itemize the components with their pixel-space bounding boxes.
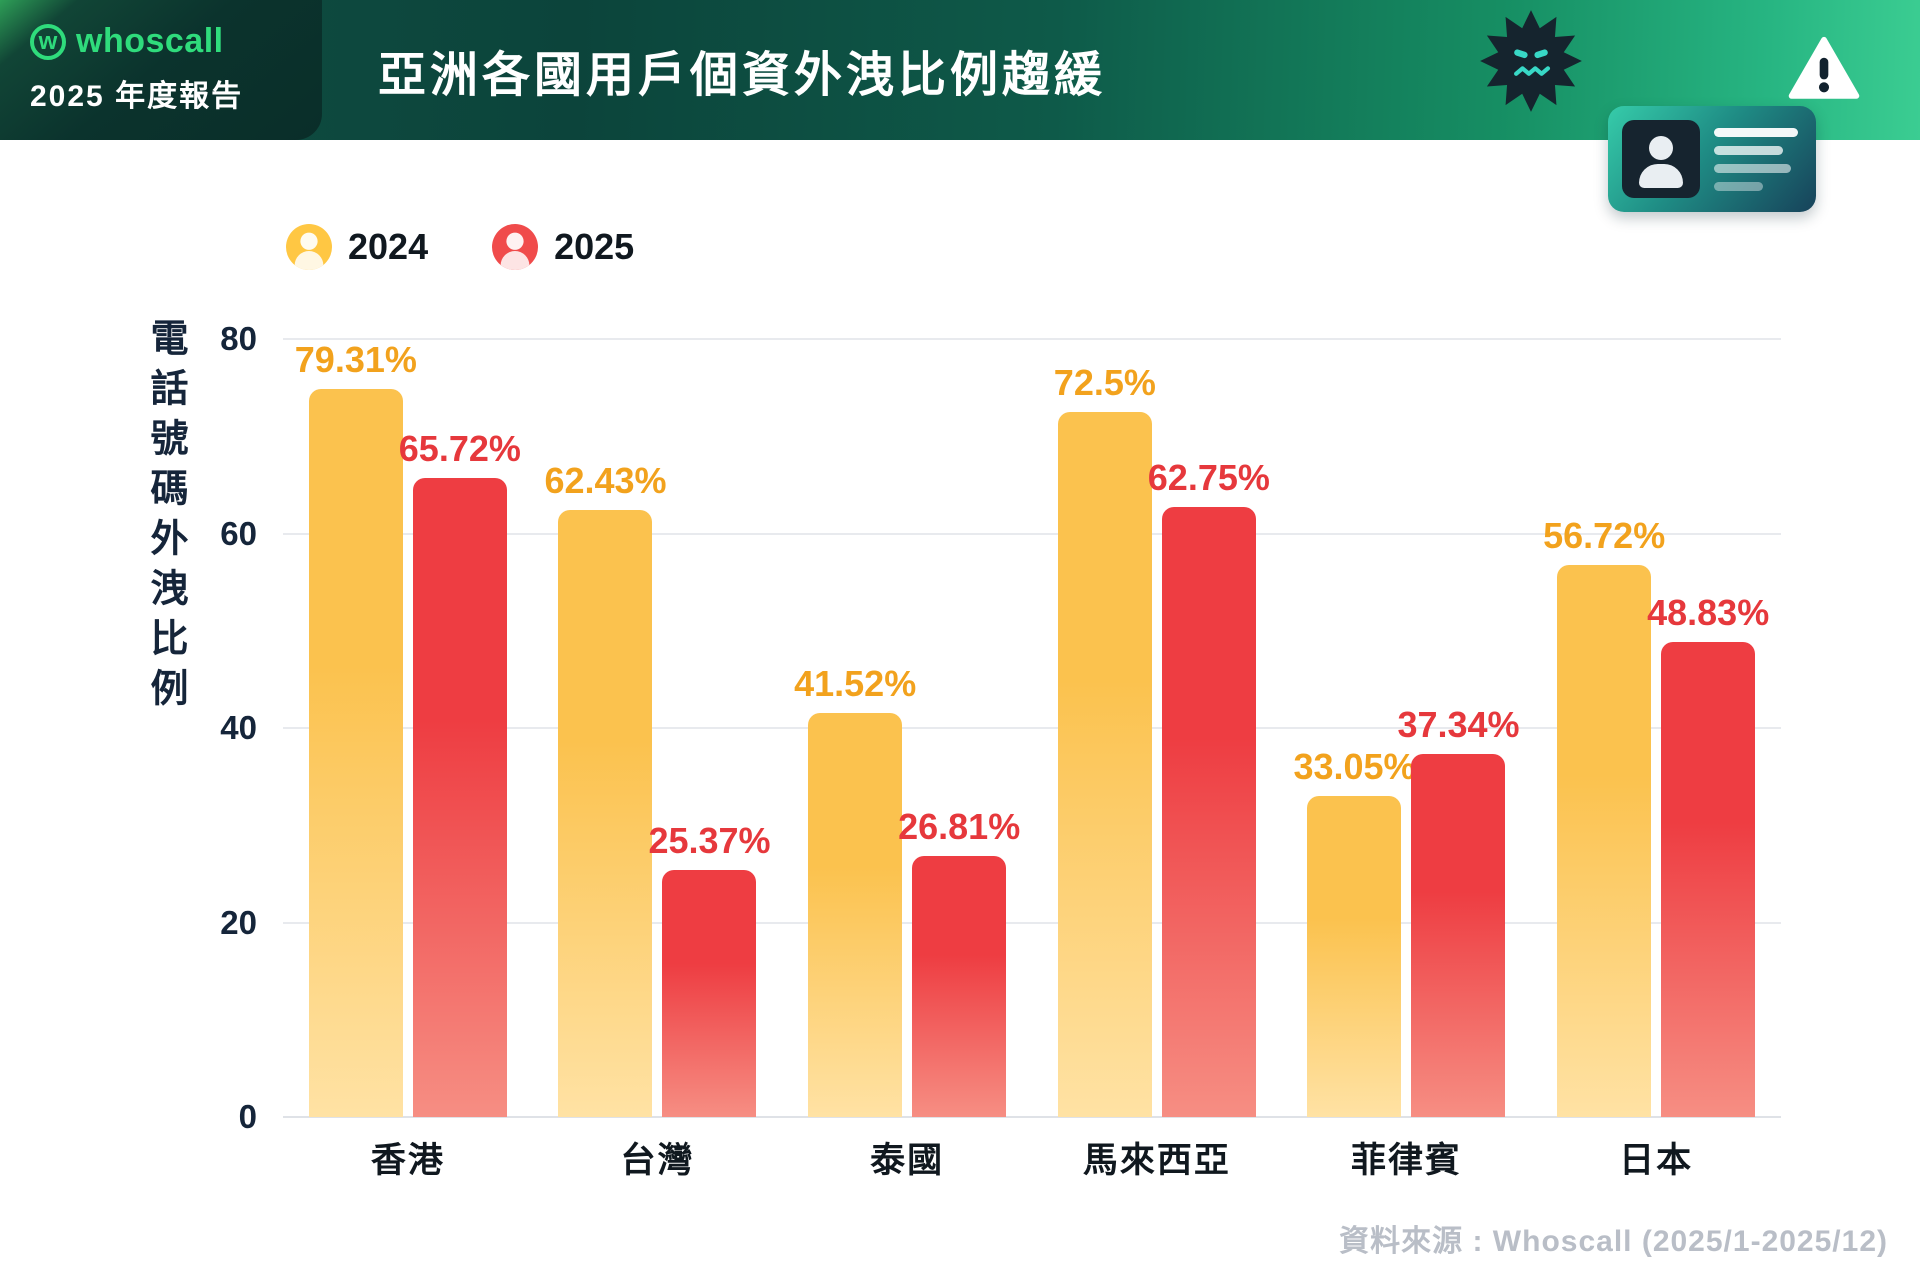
value-label-2025-台灣: 25.37% (648, 820, 771, 862)
value-label-2024-香港: 79.31% (294, 339, 417, 380)
bar-wrap-2025-日本: 48.83% (1647, 339, 1769, 1117)
legend-label: 2024 (348, 226, 429, 267)
category-label-台灣: 台灣 (620, 1141, 695, 1180)
gridline-60 (283, 532, 1781, 535)
brand-name: whoscall (76, 22, 224, 60)
y-tick-60: 60 (220, 514, 257, 552)
bar-wrap-2024-菲律賓: 33.05% (1293, 339, 1416, 1117)
header: w whoscall 2025 年度報告 亞洲各國用戶個資外洩比例趨緩 (0, 0, 1920, 212)
bar-2025-日本 (1661, 642, 1756, 1117)
category-label-香港: 香港 (370, 1141, 445, 1180)
bar-2024-泰國 (808, 713, 903, 1117)
gridline-40 (283, 727, 1781, 729)
value-label-2024-日本: 56.72% (1543, 515, 1666, 557)
category-label-日本: 日本 (1619, 1141, 1694, 1180)
bar-2024-香港 (308, 389, 403, 1117)
bar-wrap-2024-香港: 79.31% (295, 339, 417, 1117)
whoscall-logo: w whoscall (30, 22, 322, 61)
category-label-馬來西亞: 馬來西亞 (1082, 1141, 1231, 1180)
value-label-2024-菲律賓: 33.05% (1293, 745, 1416, 787)
plot-area: 0 20 40 60 80 79.31% 65.72% 香港 62.43% 25.37% 台灣 41.… (220, 320, 1781, 1180)
bar-wrap-2025-台灣: 25.37% (648, 339, 771, 1117)
bar-group-菲律賓: 33.05% 37.34% 菲律賓 (1282, 339, 1532, 1180)
virus-icon (1480, 10, 1582, 112)
y-axis-title: 電話號碼外洩比例 (144, 318, 186, 718)
bar-2024-日本 (1557, 565, 1652, 1117)
bar-wrap-2024-馬來西亞: 72.5% (1054, 339, 1156, 1117)
id-card-avatar-icon (1622, 120, 1700, 198)
legend: 2024 2025 (286, 224, 634, 270)
y-tick-80: 80 (220, 320, 257, 357)
bar-2025-香港 (412, 477, 507, 1117)
brand-box: w whoscall 2025 年度報告 (0, 0, 322, 140)
gridline-80 (283, 338, 1781, 340)
bar-wrap-2025-泰國: 26.81% (898, 339, 1020, 1117)
value-label-2025-菲律賓: 37.34% (1397, 703, 1520, 745)
legend-label: 2025 (554, 226, 635, 267)
value-label-2024-泰國: 41.52% (794, 663, 917, 705)
report-label: 2025 年度報告 (30, 80, 244, 113)
page-title: 亞洲各國用戶個資外洩比例趨緩 (378, 49, 1107, 102)
value-label-2025-泰國: 26.81% (898, 806, 1021, 848)
legend-item-2025: 2025 (492, 224, 634, 270)
bar-2024-台灣 (558, 509, 653, 1117)
y-tick-0: 0 (238, 1098, 257, 1135)
value-label-2025-日本: 48.83% (1647, 592, 1770, 634)
value-label-2024-台灣: 62.43% (544, 459, 667, 501)
whoscall-logo-icon: w (30, 23, 66, 60)
y-tick-20: 20 (220, 903, 257, 941)
y-tick-40: 40 (220, 709, 257, 746)
bar-group-馬來西亞: 72.5% 62.75% 馬來西亞 (1032, 339, 1282, 1180)
data-source: 資料來源 : Whoscall (2025/1-2025/12) (1339, 1225, 1888, 1258)
value-label-2025-馬來西亞: 62.75% (1147, 456, 1270, 498)
legend-item-2024: 2024 (286, 224, 428, 270)
bar-group-日本: 56.72% 48.83% 日本 (1531, 339, 1781, 1180)
bar-group-泰國: 41.52% 26.81% 泰國 (782, 339, 1032, 1180)
legend-avatar-icon-2024 (286, 224, 332, 270)
id-card-icon (1608, 106, 1816, 212)
gridline-0 (283, 1116, 1781, 1118)
bar-2025-馬來西亞 (1161, 506, 1256, 1117)
bar-wrap-2024-泰國: 41.52% (794, 339, 916, 1117)
legend-avatar-icon-2025 (492, 224, 539, 270)
bar-2024-菲律賓 (1307, 795, 1402, 1117)
bar-wrap-2025-馬來西亞: 62.75% (1148, 339, 1270, 1117)
value-label-2025-香港: 65.72% (398, 427, 521, 469)
warning-icon (1788, 36, 1860, 99)
bar-wrap-2025-香港: 65.72% (399, 339, 521, 1117)
value-label-2024-馬來西亞: 72.5% (1053, 361, 1156, 403)
bar-wrap-2025-菲律賓: 37.34% (1397, 339, 1520, 1117)
bar-wrap-2024-台灣: 62.43% (544, 339, 667, 1117)
bar-wrap-2024-日本: 56.72% (1543, 339, 1665, 1117)
bar-2025-菲律賓 (1411, 753, 1506, 1117)
gridline-20 (283, 921, 1781, 924)
bar-2025-台灣 (662, 870, 757, 1117)
bar-2024-馬來西亞 (1057, 411, 1152, 1117)
category-label-菲律賓: 菲律賓 (1350, 1141, 1462, 1180)
id-card-lines (1714, 127, 1802, 191)
bar-group-台灣: 62.43% 25.37% 台灣 (533, 339, 783, 1180)
bar-2025-泰國 (912, 856, 1007, 1117)
category-label-泰國: 泰國 (870, 1141, 945, 1180)
bar-group-香港: 79.31% 65.72% 香港 (283, 339, 533, 1180)
